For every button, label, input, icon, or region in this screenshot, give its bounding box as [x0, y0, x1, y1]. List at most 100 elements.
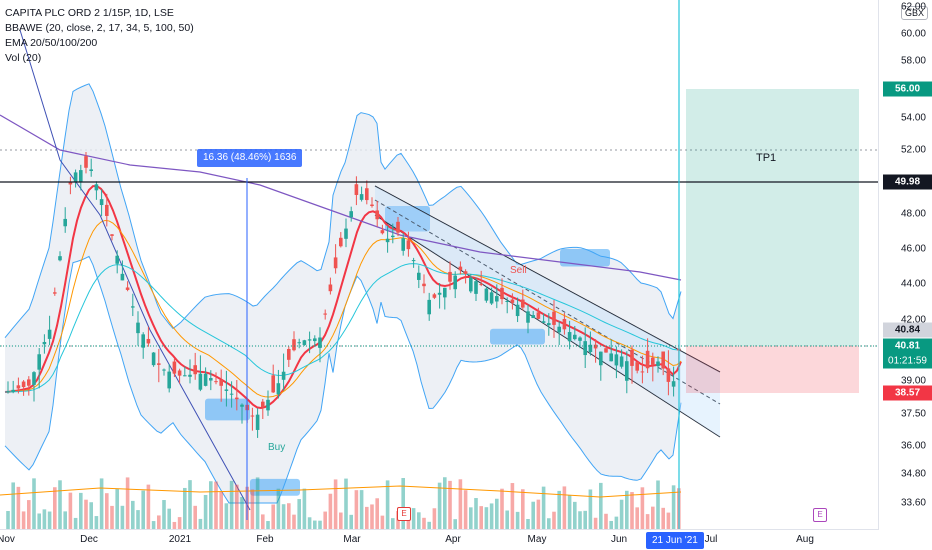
channel-lower: [374, 214, 721, 438]
volume-bar: [27, 500, 31, 530]
volume-bar: [495, 498, 499, 530]
volume-bar: [640, 487, 645, 530]
candle-body: [229, 393, 234, 395]
candle-body: [671, 381, 676, 387]
channel-mid: [374, 199, 721, 405]
ema-50-line: [4, 219, 682, 398]
price-axis[interactable]: GBX 62.0060.0058.0056.0054.0052.0050.004…: [878, 0, 932, 530]
candle-body: [63, 218, 67, 227]
volume-bar: [411, 508, 416, 530]
volume-bar: [417, 512, 421, 530]
candle-body: [193, 365, 197, 375]
time-tick: May: [527, 534, 547, 545]
time-tick: Dec: [80, 534, 98, 545]
volume-bar: [463, 490, 468, 530]
volume-bar: [141, 490, 145, 530]
volume-bar: [645, 514, 650, 530]
earnings-badge[interactable]: E: [397, 507, 411, 521]
measure-label[interactable]: 16.36 (48.46%) 1636: [197, 149, 303, 167]
price-label: 49.98: [883, 174, 932, 190]
volume-bar: [115, 488, 119, 530]
bar-countdown: 01:21:59: [883, 353, 932, 369]
volume-bar: [281, 504, 286, 530]
volume-bar: [531, 501, 535, 530]
volume-bar: [318, 520, 322, 530]
volume-bar: [11, 482, 15, 530]
volume-bar: [73, 517, 78, 530]
candle-body: [536, 312, 541, 319]
volume-bar: [110, 505, 114, 530]
candle-body: [380, 230, 385, 234]
volume-bar: [526, 518, 530, 530]
candle-body: [521, 299, 525, 308]
volume-bar: [276, 488, 281, 530]
volume-bar: [661, 507, 665, 530]
candle-body: [354, 184, 359, 195]
legend-bbawe[interactable]: BBAWE (20, close, 2, 17, 34, 5, 100, 50): [5, 22, 194, 34]
squeeze-zone: [250, 478, 300, 496]
legend-volume[interactable]: Vol (20): [5, 52, 42, 64]
volume-bar: [479, 506, 483, 530]
volume-bar: [344, 478, 348, 530]
candle-body: [495, 296, 499, 302]
volume-bar: [380, 515, 385, 530]
candle-body: [235, 397, 239, 400]
candle-body: [443, 287, 447, 298]
trend-line: [19, 29, 251, 511]
volume-bar: [562, 486, 567, 530]
candle-body: [203, 373, 208, 386]
volume-bar: [47, 511, 52, 530]
candle-body: [42, 341, 47, 345]
candle-body: [333, 257, 338, 269]
candle-body: [99, 199, 104, 206]
volume-bar: [339, 512, 343, 530]
volume-bar: [359, 490, 364, 530]
volume-bar: [619, 499, 624, 530]
candle-body: [370, 204, 374, 206]
volume-bar: [536, 499, 541, 530]
price-tick: 52.00: [900, 144, 926, 156]
candle-body: [557, 326, 561, 333]
candle-body: [609, 353, 613, 362]
candle-body: [375, 210, 379, 220]
candle-body: [437, 292, 442, 295]
candle-body: [94, 184, 99, 191]
candle-body: [53, 292, 57, 294]
candle-body: [255, 414, 260, 430]
candle-body: [427, 299, 431, 315]
volume-bar: [593, 517, 598, 530]
candle-body: [323, 313, 327, 315]
candle-body: [313, 338, 317, 342]
legend-ema[interactable]: EMA 20/50/100/200: [5, 37, 98, 49]
candle-body: [391, 235, 395, 238]
candle-body: [79, 170, 83, 182]
volume-bar: [552, 511, 556, 530]
candle-body: [188, 374, 192, 377]
volume-bar: [42, 509, 47, 530]
channel-fill: [375, 186, 720, 437]
price-tick: 54.00: [900, 112, 926, 124]
candle-body: [469, 277, 473, 292]
sell-signal: Sell: [510, 265, 527, 276]
candle-body: [359, 194, 364, 200]
volume-bar: [354, 490, 359, 530]
candle-body: [172, 361, 177, 374]
volume-bar: [666, 512, 671, 530]
price-chart[interactable]: Buy Sell: [0, 0, 879, 530]
legend-symbol[interactable]: CAPITA PLC ORD 2 1/15P, 1D, LSE: [5, 7, 174, 19]
volume-bar: [453, 519, 457, 530]
volume-bar: [183, 487, 187, 530]
candle-body: [110, 234, 114, 236]
volume-bar: [177, 517, 182, 530]
volume-bar: [567, 495, 572, 530]
earnings-badge[interactable]: E: [813, 508, 827, 522]
volume-bar: [541, 486, 546, 530]
bollinger-lower-line: [4, 255, 682, 504]
price-label: 40.81: [883, 338, 932, 354]
volume-bar: [68, 492, 73, 530]
time-axis[interactable]: Nov Dec 2021 Feb Mar Apr May Jun Jul Aug: [0, 529, 879, 550]
candle-body: [240, 404, 244, 407]
candle-body: [562, 318, 567, 330]
currency-badge[interactable]: GBX: [900, 6, 928, 20]
